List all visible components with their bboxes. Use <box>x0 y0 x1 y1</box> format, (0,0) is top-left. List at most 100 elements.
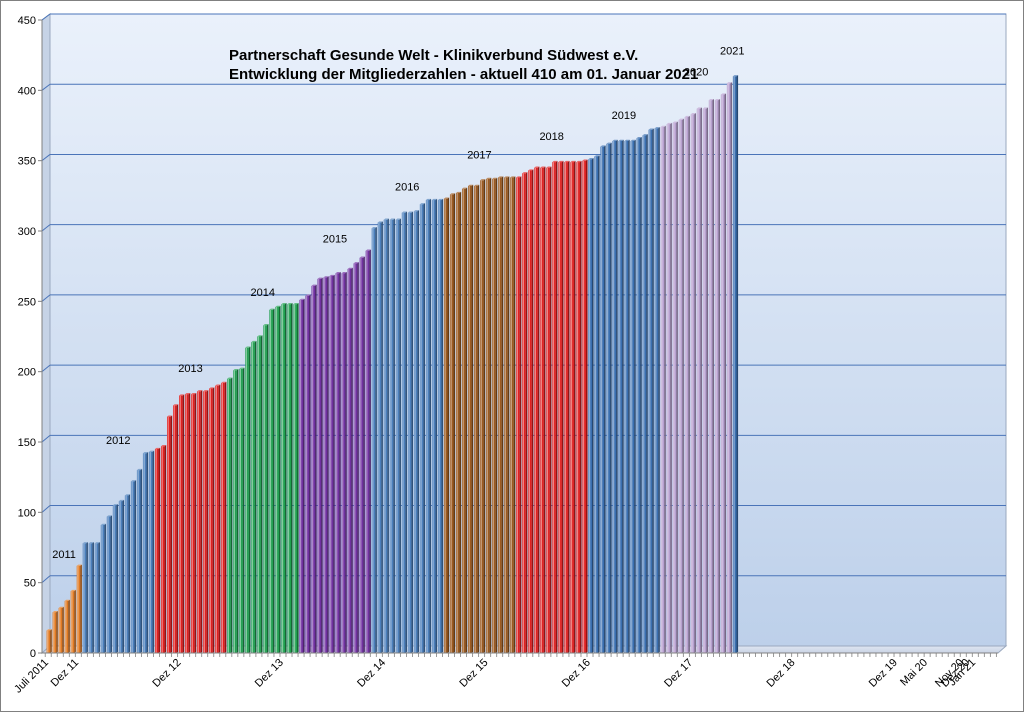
bar-side <box>592 158 594 653</box>
year-label: 2020 <box>684 66 708 78</box>
bar-cap <box>197 390 203 392</box>
bar-highlight <box>498 177 500 653</box>
bar-highlight <box>613 140 615 653</box>
bar-side <box>200 390 203 653</box>
y-tick-label: 300 <box>18 226 36 238</box>
bar-cap <box>492 177 498 179</box>
bar <box>714 98 721 654</box>
bar-side <box>429 198 432 653</box>
bar-highlight <box>492 178 494 653</box>
bar-highlight <box>354 263 356 653</box>
bar-cap <box>612 139 618 141</box>
bar <box>52 611 58 653</box>
bar <box>576 160 582 653</box>
bar <box>449 193 456 653</box>
bar-highlight <box>89 543 91 653</box>
bar-highlight <box>65 600 67 653</box>
bar-cap <box>209 387 215 389</box>
bar-highlight <box>245 347 248 653</box>
bar-front <box>311 285 316 653</box>
bar <box>124 494 131 653</box>
bar-cap <box>371 226 377 229</box>
bar-highlight <box>390 219 392 653</box>
bar-highlight <box>601 146 603 653</box>
bar-cap <box>281 302 287 305</box>
bar-highlight <box>679 119 681 653</box>
bar <box>377 221 383 654</box>
bar-side <box>652 128 654 653</box>
bar-front <box>197 391 201 653</box>
bar-cap <box>58 606 64 608</box>
bar-highlight <box>691 114 693 654</box>
bar-highlight <box>703 108 705 654</box>
bar-side <box>260 335 263 653</box>
bar-cap <box>455 191 462 194</box>
bar <box>173 404 179 653</box>
bar-side <box>634 139 636 654</box>
bar-highlight <box>631 140 633 653</box>
bar-side <box>206 390 209 653</box>
bar-cap <box>287 302 293 305</box>
bar-cap <box>347 267 353 269</box>
bar-side <box>230 377 233 653</box>
bar-cap <box>648 128 654 130</box>
bar-cap <box>510 176 516 178</box>
bar-side <box>272 308 275 653</box>
bar-cap <box>124 494 131 496</box>
bar-highlight <box>294 304 296 653</box>
bar-side <box>134 480 137 653</box>
bar-highlight <box>595 156 597 654</box>
bar-highlight <box>378 222 380 653</box>
bar <box>299 298 305 653</box>
bar-highlight <box>275 306 278 653</box>
bar-side <box>242 367 245 653</box>
bar <box>684 115 690 654</box>
bar <box>666 122 672 654</box>
bar-side <box>423 203 426 653</box>
year-label: 2011 <box>52 549 76 561</box>
bar-front <box>106 516 111 653</box>
bar <box>191 392 197 653</box>
bar-side <box>116 504 119 653</box>
bar-front <box>173 405 177 653</box>
bar-side <box>158 447 161 653</box>
bar-side <box>188 392 191 653</box>
bar-cap <box>395 218 401 220</box>
chart-title-line-1: Partnerschaft Gesunde Welt - Klinikverbu… <box>229 47 638 64</box>
bar-side <box>393 218 395 653</box>
bar-cap <box>179 394 185 396</box>
bar <box>504 176 510 653</box>
bar-cap <box>293 302 299 305</box>
bar <box>437 198 444 653</box>
bar-side <box>700 107 702 654</box>
bar <box>419 203 426 654</box>
bar <box>347 267 353 653</box>
year-label: 2014 <box>250 287 274 299</box>
bar <box>552 160 558 653</box>
bar-cap <box>215 384 221 386</box>
bar-cap <box>600 145 606 147</box>
bar-side <box>194 392 197 653</box>
side-wall <box>41 13 51 655</box>
bar <box>70 589 76 653</box>
bar-side <box>531 169 534 653</box>
bar-highlight <box>564 162 567 653</box>
bar-side <box>537 166 540 653</box>
bar-side <box>610 142 612 653</box>
bar-cap <box>672 121 678 123</box>
bar-side <box>333 274 335 653</box>
bar-highlight <box>450 194 452 653</box>
bar <box>672 121 678 654</box>
chart-title-line-2: Entwicklung der Mitgliederzahlen - aktue… <box>229 66 698 83</box>
bar <box>353 262 359 653</box>
bar <box>606 142 612 653</box>
bar-highlight <box>324 277 326 653</box>
bar-highlight <box>552 162 555 653</box>
bar-cap <box>714 98 721 101</box>
bar-side <box>110 515 112 653</box>
bar <box>167 415 173 653</box>
year-label: 2015 <box>323 234 347 246</box>
bar-side <box>670 122 672 654</box>
bar <box>726 82 733 654</box>
bar-highlight <box>197 391 199 653</box>
